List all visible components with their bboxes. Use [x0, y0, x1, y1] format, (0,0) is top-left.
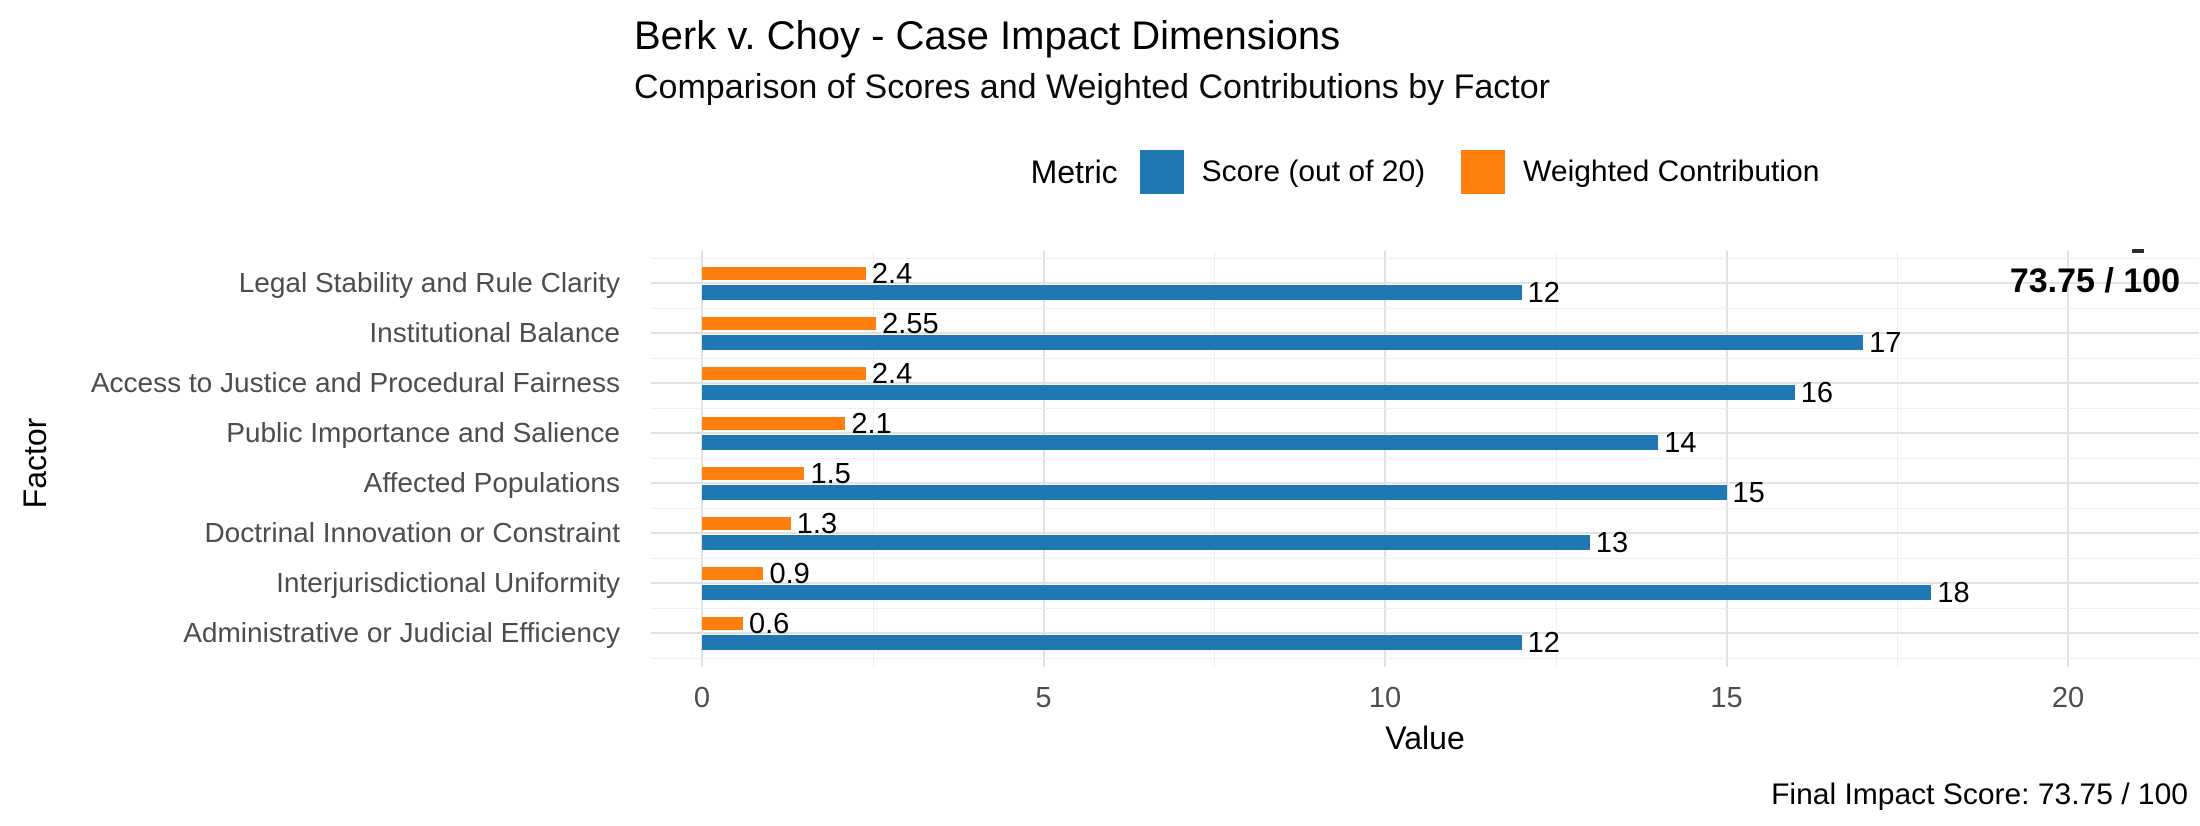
- y-axis-labels: Legal Stability and Rule Clarity Institut…: [0, 0, 620, 826]
- legend-swatch-weighted: [1461, 150, 1506, 194]
- y-axis-label: Administrative or Judicial Efficiency: [183, 617, 620, 648]
- x-tick-label: 10: [1368, 682, 1402, 714]
- bar-value-label-weighted: 2.55: [882, 307, 939, 340]
- gridline-horizontal-major: [651, 632, 2199, 634]
- bar-value-label-weighted: 0.9: [769, 557, 810, 590]
- bar-value-label-weighted: 1.3: [796, 507, 838, 540]
- bar-value-label-score: 13: [1595, 526, 1629, 559]
- gridline-horizontal-minor: [651, 258, 2199, 259]
- bar-score: [702, 285, 1522, 300]
- bar-score: [702, 535, 1590, 550]
- x-tick-label: 5: [1035, 682, 1052, 714]
- y-axis-label: Legal Stability and Rule Clarity: [238, 267, 620, 298]
- gridline-horizontal-minor: [651, 408, 2199, 409]
- dash-mark: [2132, 249, 2144, 253]
- y-axis-label: Public Importance and Salience: [226, 417, 620, 448]
- bar-value-label-score: 12: [1527, 626, 1560, 659]
- chart-title: Berk v. Choy - Case Impact Dimensions: [634, 14, 1341, 58]
- gridline-vertical-major: [2067, 251, 2069, 667]
- bar-value-label-score: 14: [1664, 426, 1697, 459]
- gridline-vertical-major: [1725, 251, 1728, 667]
- legend-label-score: Score (out of 20): [1201, 155, 1426, 188]
- y-axis-label: Access to Justice and Procedural Fairnes…: [90, 367, 620, 398]
- bar-value-label-weighted: 2.4: [871, 357, 913, 390]
- gridline-horizontal-major: [651, 532, 2199, 534]
- final-score-annotation: 73.75 / 100: [2009, 262, 2180, 300]
- gridline-horizontal-major: [651, 382, 2199, 384]
- bar-score: [702, 435, 1659, 450]
- legend-label-weighted: Weighted Contribution: [1523, 155, 1820, 188]
- y-axis-label: Doctrinal Innovation or Constraint: [204, 517, 620, 548]
- bar-weighted-contribution: [702, 567, 764, 580]
- gridline-horizontal-major: [651, 482, 2199, 484]
- bar-value-label-weighted: 2.1: [851, 407, 892, 440]
- y-axis-label: Institutional Balance: [369, 317, 620, 348]
- gridline-vertical-minor: [1897, 251, 1899, 667]
- bar-value-label-score: 17: [1869, 326, 1902, 359]
- gridline-horizontal-minor: [651, 658, 2199, 659]
- bar-score: [702, 485, 1727, 500]
- x-tick-label: 15: [1710, 682, 1743, 714]
- gridline-vertical-major: [1042, 251, 1045, 667]
- x-tick-label: 20: [2051, 682, 2085, 714]
- gridline-vertical-minor: [872, 251, 874, 667]
- x-axis-title: Value: [1385, 720, 1465, 756]
- bar-score: [702, 385, 1795, 400]
- legend-title: Metric: [1030, 153, 1118, 190]
- bar-weighted-contribution: [702, 367, 866, 380]
- gridline-horizontal-major: [651, 282, 2199, 284]
- gridline-horizontal-minor: [651, 558, 2199, 559]
- y-axis-label: Affected Populations: [363, 467, 620, 498]
- gridline-horizontal-minor: [651, 608, 2199, 609]
- gridline-horizontal-minor: [651, 458, 2199, 459]
- x-tick-label: 0: [693, 682, 711, 714]
- bar-score: [702, 585, 1932, 600]
- gridline-vertical-major: [701, 251, 703, 667]
- gridline-horizontal-minor: [651, 358, 2199, 359]
- bar-weighted-contribution: [702, 417, 846, 430]
- chart-subtitle: Comparison of Scores and Weighted Contri…: [634, 68, 1550, 106]
- bar-value-label-score: 16: [1800, 376, 1834, 409]
- bar-value-label-weighted: 0.6: [748, 607, 790, 640]
- caption-final-impact-score: Final Impact Score: 73.75 / 100: [1771, 778, 2188, 811]
- gridline-horizontal-minor: [651, 308, 2199, 309]
- bar-weighted-contribution: [702, 467, 805, 480]
- legend-swatch-score: [1139, 150, 1184, 194]
- bar-weighted-contribution: [702, 617, 743, 630]
- bar-score: [702, 635, 1522, 650]
- bar-value-label-score: 12: [1527, 276, 1560, 309]
- bar-weighted-contribution: [702, 317, 877, 330]
- gridline-vertical-minor: [1214, 251, 1216, 667]
- gridline-horizontal-minor: [651, 508, 2199, 509]
- gridline-vertical-major: [1384, 251, 1386, 667]
- gridline-horizontal-major: [651, 582, 2199, 584]
- bar-value-label-weighted: 2.4: [871, 257, 913, 290]
- gridline-horizontal-major: [651, 332, 2199, 334]
- plot-panel: 2.4 12 2.55 17 2.4 16 2.1 14 1.5 15 1.3 13 0.9 18 0.6 1…: [651, 251, 2199, 667]
- bar-value-label-weighted: 1.5: [810, 457, 851, 490]
- bar-value-label-score: 18: [1937, 576, 1970, 609]
- bar-value-label-score: 15: [1732, 476, 1765, 509]
- bar-score: [702, 335, 1864, 350]
- gridline-vertical-minor: [1555, 251, 1557, 667]
- y-axis-label: Interjurisdictional Uniformity: [276, 567, 620, 598]
- bar-weighted-contribution: [702, 267, 866, 280]
- bar-weighted-contribution: [702, 517, 791, 530]
- legend: Metric Score (out of 20) Weighted Contri…: [651, 146, 2199, 198]
- gridline-horizontal-major: [651, 432, 2199, 434]
